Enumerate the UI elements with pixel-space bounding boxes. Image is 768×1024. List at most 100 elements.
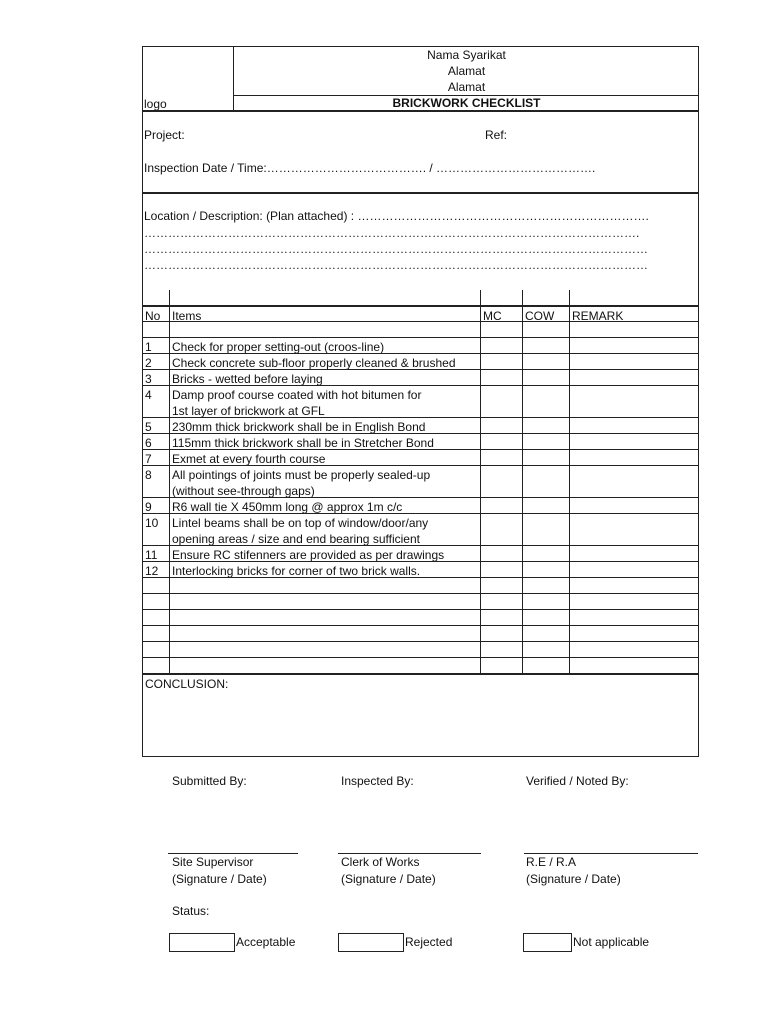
remark-cell[interactable] (570, 290, 699, 306)
location-section (142, 193, 699, 291)
mc-cell[interactable] (481, 434, 523, 450)
item-number: 9 (145, 500, 152, 514)
remark-cell[interactable] (570, 338, 699, 354)
not-applicable-checkbox[interactable] (523, 933, 572, 952)
mc-cell[interactable] (481, 386, 523, 418)
remark-cell[interactable] (570, 626, 699, 642)
cow-cell[interactable] (523, 450, 570, 466)
no-cell (142, 322, 170, 338)
remark-cell[interactable] (570, 610, 699, 626)
empty-row (142, 578, 699, 594)
remark-cell[interactable] (570, 434, 699, 450)
mc-cell[interactable] (481, 610, 523, 626)
mc-cell[interactable] (481, 514, 523, 546)
remark-cell[interactable] (570, 594, 699, 610)
cow-cell[interactable] (523, 578, 570, 594)
items-cell: All pointings of joints must be properly… (170, 466, 481, 498)
remark-cell[interactable] (570, 450, 699, 466)
cow-cell[interactable] (523, 658, 570, 674)
table-row: 5 230mm thick brickwork shall be in Engli… (142, 418, 699, 434)
item-text-line: Damp proof course coated with hot bitume… (172, 388, 422, 402)
mc-cell[interactable] (481, 498, 523, 514)
remark-cell[interactable] (570, 498, 699, 514)
verified-by-label: Verified / Noted By: (526, 774, 629, 788)
mc-cell[interactable] (481, 338, 523, 354)
remark-cell[interactable] (570, 370, 699, 386)
remark-cell[interactable] (570, 514, 699, 546)
signature-line[interactable] (338, 853, 481, 854)
remark-cell[interactable] (570, 386, 699, 418)
items-cell: Lintel beams shall be on top of window/d… (170, 514, 481, 546)
location-line-3[interactable]: …………………………………………………………………………………………………………… (144, 258, 648, 272)
location-line-2[interactable]: …………………………………………………………………………………………………………… (144, 242, 648, 256)
cow-cell[interactable] (523, 370, 570, 386)
conclusion-box[interactable]: CONCLUSION: (142, 674, 699, 757)
cow-cell[interactable] (523, 594, 570, 610)
mc-cell[interactable] (481, 562, 523, 578)
rejected-checkbox[interactable] (338, 933, 404, 952)
location-line-1[interactable]: …………………………………………………………………………………………………………… (144, 226, 640, 240)
location-description-field[interactable]: Location / Description: (Plan attached) … (144, 209, 649, 223)
cow-column-header[interactable]: COW (523, 306, 570, 322)
cow-cell[interactable] (523, 562, 570, 578)
item-number: 12 (145, 564, 159, 578)
remark-cell[interactable] (570, 658, 699, 674)
mc-cell[interactable] (481, 466, 523, 498)
remark-cell[interactable] (570, 546, 699, 562)
project-field-label[interactable]: Project: (144, 128, 185, 142)
mc-cell[interactable] (481, 546, 523, 562)
cow-cell[interactable] (523, 626, 570, 642)
remark-cell[interactable] (570, 562, 699, 578)
mc-column-header[interactable]: MC (481, 306, 523, 322)
mc-cell[interactable] (481, 418, 523, 434)
items-cell (170, 658, 481, 674)
items-cell (170, 578, 481, 594)
mc-cell[interactable] (481, 658, 523, 674)
mc-cell[interactable] (481, 290, 523, 306)
cow-cell[interactable] (523, 546, 570, 562)
cow-cell[interactable] (523, 338, 570, 354)
item-text-line: Ensure RC stifenners are provided as per… (172, 548, 445, 562)
mc-cell[interactable] (481, 642, 523, 658)
remark-cell[interactable] (570, 418, 699, 434)
remark-column-header[interactable]: REMARK (570, 306, 699, 322)
cow-cell[interactable] (523, 290, 570, 306)
items-cell (170, 610, 481, 626)
mc-cell[interactable] (481, 322, 523, 338)
cow-cell[interactable] (523, 434, 570, 450)
mc-cell[interactable] (481, 450, 523, 466)
blank-row (142, 322, 699, 338)
items-cell: Check concrete sub-floor properly cleane… (170, 354, 481, 370)
signature-line[interactable] (168, 853, 298, 854)
mc-cell[interactable] (481, 578, 523, 594)
inspection-date-time-field[interactable]: Inspection Date / Time:…………………………………. / … (144, 161, 596, 175)
acceptable-checkbox[interactable] (169, 933, 235, 952)
remark-cell[interactable] (570, 466, 699, 498)
mc-cell[interactable] (481, 354, 523, 370)
items-column-header: Items (170, 306, 481, 322)
cow-cell[interactable] (523, 322, 570, 338)
remark-cell[interactable] (570, 578, 699, 594)
logo-divider (233, 46, 234, 111)
mc-cell[interactable] (481, 626, 523, 642)
item-number: 7 (145, 452, 152, 466)
cow-cell[interactable] (523, 466, 570, 498)
remark-cell[interactable] (570, 354, 699, 370)
cow-cell[interactable] (523, 354, 570, 370)
items-cell (170, 322, 481, 338)
cow-cell[interactable] (523, 418, 570, 434)
cow-cell[interactable] (523, 610, 570, 626)
mc-cell[interactable] (481, 594, 523, 610)
item-number: 1 (145, 340, 152, 354)
remark-cell[interactable] (570, 322, 699, 338)
no-cell: 2 (142, 354, 170, 370)
remark-cell[interactable] (570, 642, 699, 658)
cow-cell[interactable] (523, 642, 570, 658)
no-cell (142, 290, 170, 306)
cow-cell[interactable] (523, 386, 570, 418)
signature-line[interactable] (524, 853, 698, 854)
cow-cell[interactable] (523, 498, 570, 514)
cow-cell[interactable] (523, 514, 570, 546)
mc-cell[interactable] (481, 370, 523, 386)
ref-field-label[interactable]: Ref: (485, 128, 508, 142)
